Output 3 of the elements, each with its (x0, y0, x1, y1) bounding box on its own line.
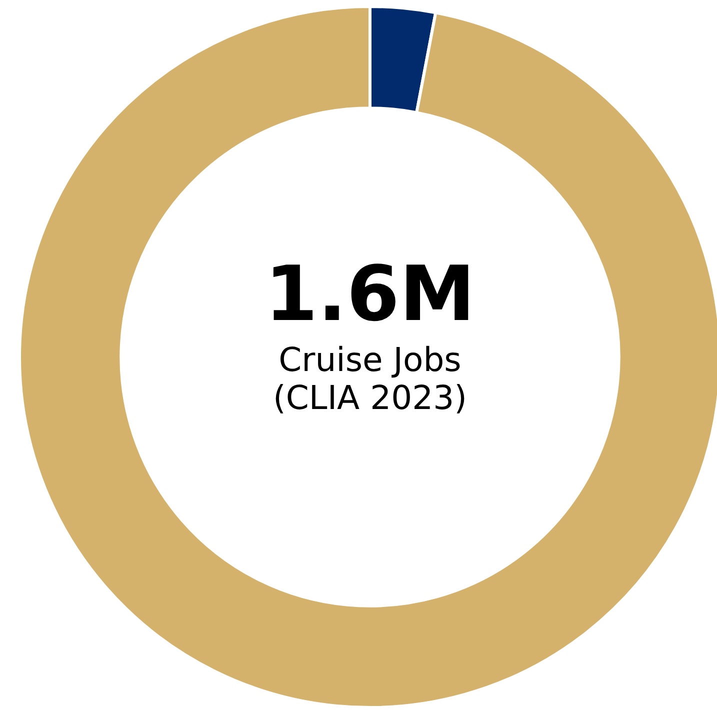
text: 1.6M (264, 249, 476, 338)
text: Cruise Jobs (278, 340, 462, 380)
text: (CLIA 2023) (272, 378, 468, 418)
